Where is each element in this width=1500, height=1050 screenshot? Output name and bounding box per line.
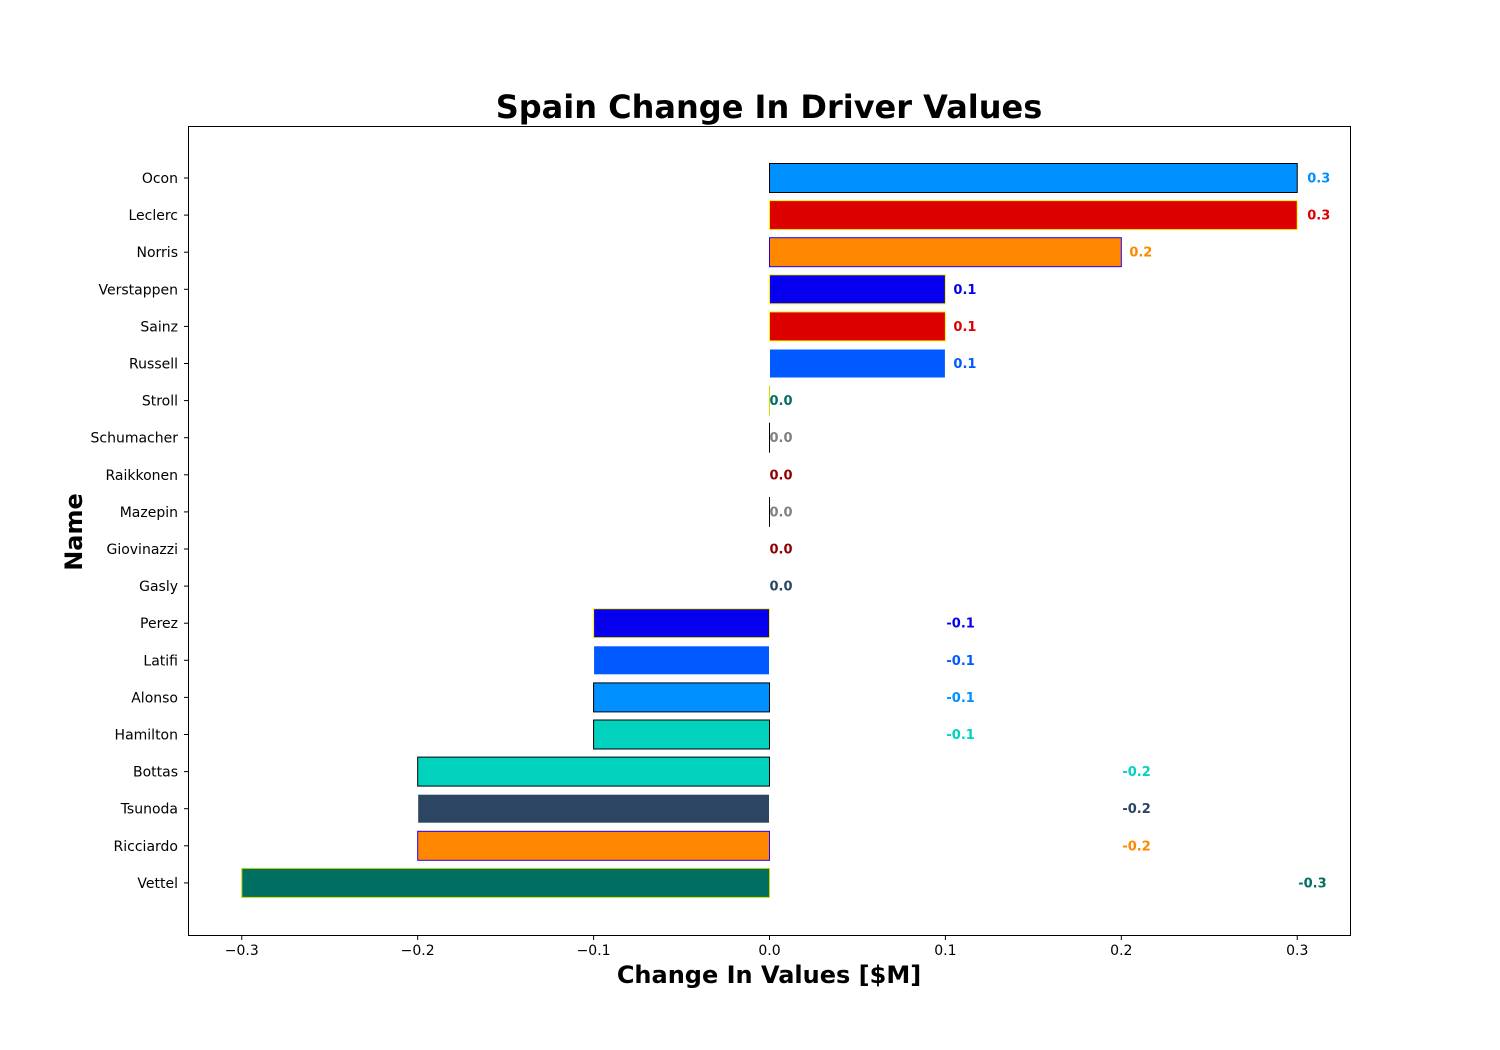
- y-tick-label-giovinazzi: Giovinazzi: [106, 542, 178, 558]
- value-label-sainz: 0.1: [953, 320, 976, 335]
- x-tick-label-6: 0.3: [1286, 943, 1308, 959]
- bar-russell: [769, 348, 946, 379]
- value-label-vettel: -0.3: [1298, 876, 1326, 891]
- bar-perez: [593, 608, 770, 639]
- data-labels-layer: 0.3 0.3 0.2 0.1 0.1 0.1 0.0 0.0 0.0 0.0 0.0 0.0 -0.1…: [770, 172, 1331, 892]
- y-tick-label-russell: Russell: [129, 357, 178, 373]
- y-tick-label-alonso: Alonso: [131, 690, 178, 706]
- bar-bottas: [417, 756, 770, 787]
- y-axis-ticks: Ocon Leclerc Norris Verstappen Sainz Russell S…: [91, 171, 189, 892]
- y-tick-label-vettel: Vettel: [137, 876, 178, 892]
- y-tick-label-tsunoda: Tsunoda: [120, 802, 178, 818]
- y-tick-label-bottas: Bottas: [133, 765, 178, 781]
- bar-sainz: [769, 311, 946, 342]
- y-tick-label-gasly: Gasly: [139, 579, 178, 595]
- bar-ocon: [769, 163, 1298, 193]
- value-label-hamilton: -0.1: [946, 728, 974, 743]
- bar-ricciardo: [417, 830, 770, 861]
- value-label-leclerc: 0.3: [1307, 209, 1330, 224]
- x-axis-ticks: −0.3 −0.2 −0.1 0.0 0.1 0.2 0.3: [225, 935, 1308, 959]
- y-tick-label-perez: Perez: [140, 616, 178, 632]
- value-label-schumacher: 0.0: [770, 431, 793, 446]
- value-label-perez: -0.1: [946, 617, 974, 632]
- bar-vettel: [241, 867, 771, 898]
- value-label-ricciardo: -0.2: [1122, 839, 1150, 854]
- value-label-stroll: 0.0: [770, 394, 793, 409]
- bar-verstappen: [769, 274, 946, 305]
- value-label-gasly: 0.0: [770, 580, 793, 595]
- y-tick-label-sainz: Sainz: [140, 319, 178, 335]
- bar-norris: [769, 237, 1122, 268]
- bar-leclerc: [769, 200, 1298, 231]
- x-axis-label: Change In Values [$M]: [617, 961, 921, 989]
- y-tick-label-ricciardo: Ricciardo: [114, 839, 178, 855]
- x-tick-label-2: −0.1: [577, 943, 611, 959]
- y-tick-label-norris: Norris: [137, 245, 179, 261]
- value-label-latifi: -0.1: [946, 654, 974, 669]
- bar-alonso: [593, 682, 770, 713]
- bar-latifi: [593, 645, 770, 676]
- y-tick-label-mazepin: Mazepin: [120, 505, 178, 521]
- value-label-tsunoda: -0.2: [1122, 802, 1150, 817]
- x-tick-label-5: 0.2: [1110, 943, 1132, 959]
- value-label-russell: 0.1: [953, 357, 976, 372]
- y-tick-label-latifi: Latifi: [143, 653, 178, 669]
- y-axis-label: Name: [60, 493, 88, 571]
- y-tick-label-hamilton: Hamilton: [115, 728, 178, 744]
- bars-layer: [241, 163, 1298, 898]
- x-tick-label-3: 0.0: [758, 943, 780, 959]
- value-label-giovinazzi: 0.0: [770, 543, 793, 558]
- y-tick-label-raikkonen: Raikkonen: [105, 468, 178, 484]
- value-label-bottas: -0.2: [1122, 765, 1150, 780]
- x-tick-label-1: −0.2: [401, 943, 435, 959]
- value-label-norris: 0.2: [1129, 246, 1152, 261]
- value-label-ocon: 0.3: [1307, 172, 1330, 187]
- y-tick-label-leclerc: Leclerc: [128, 208, 178, 224]
- y-tick-label-schumacher: Schumacher: [91, 431, 179, 447]
- y-tick-label-ocon: Ocon: [142, 171, 178, 187]
- x-tick-label-4: 0.1: [934, 943, 956, 959]
- plot-frame: [188, 126, 1351, 936]
- chart-title: Spain Change In Driver Values: [496, 88, 1043, 126]
- y-tick-label-stroll: Stroll: [142, 394, 178, 410]
- x-tick-label-0: −0.3: [225, 943, 259, 959]
- value-label-raikkonen: 0.0: [770, 468, 793, 483]
- bar-tsunoda: [417, 793, 770, 824]
- value-label-alonso: -0.1: [946, 691, 974, 706]
- y-tick-label-verstappen: Verstappen: [99, 282, 178, 298]
- bar-hamilton: [593, 719, 770, 750]
- value-label-verstappen: 0.1: [953, 283, 976, 298]
- value-label-mazepin: 0.0: [770, 505, 793, 520]
